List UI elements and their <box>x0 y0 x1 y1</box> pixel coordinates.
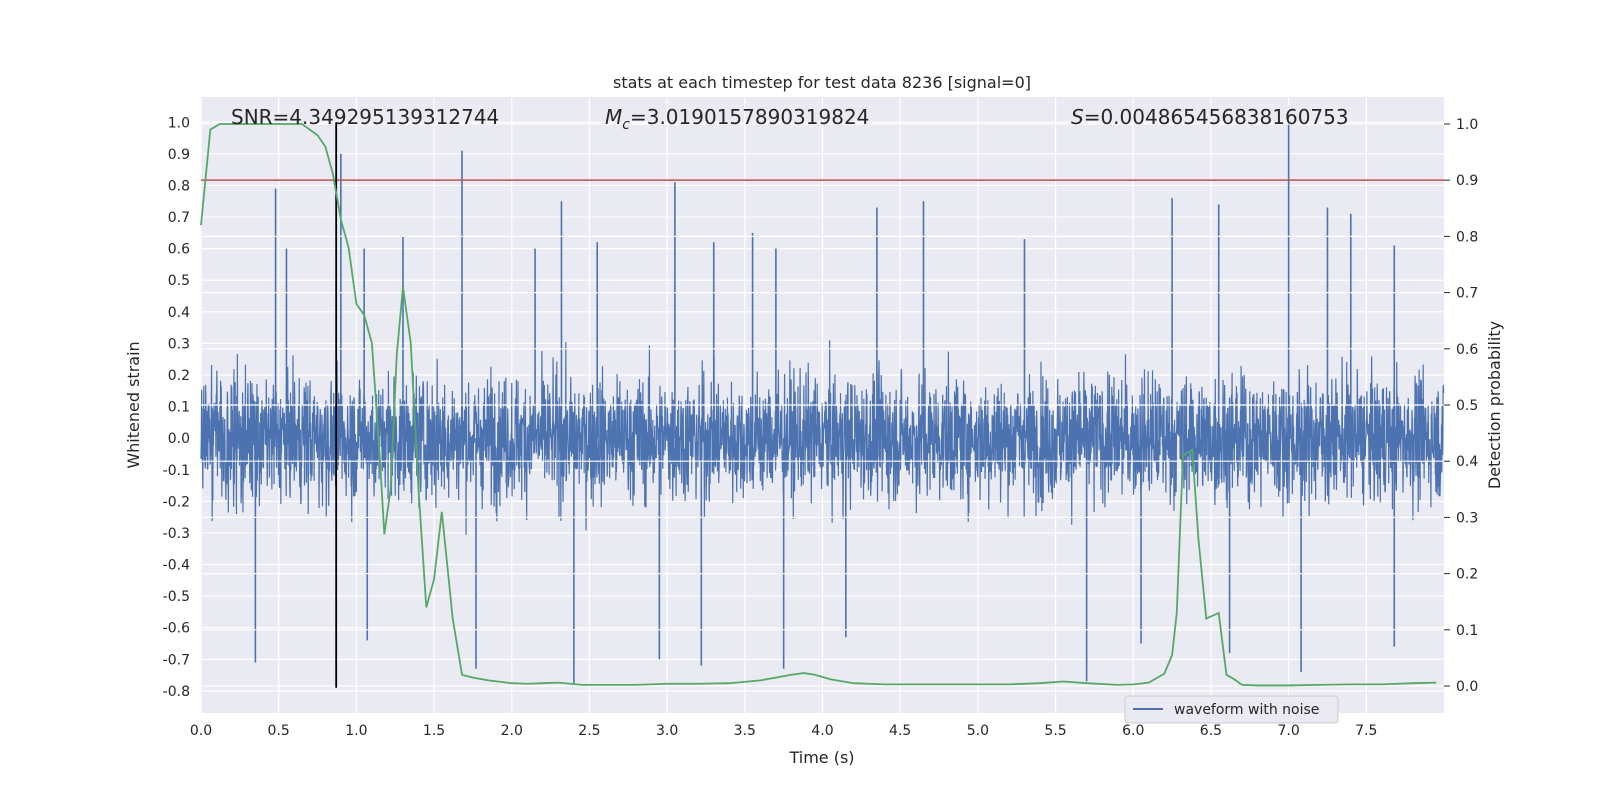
chirp-mass-symbol: M <box>605 105 622 129</box>
chart-title: stats at each timestep for test data 823… <box>613 73 1031 92</box>
legend-box <box>1124 695 1339 724</box>
s-annotation: S=0.004865456838160753 <box>1071 105 1349 129</box>
right-tick-label: 0.7 <box>1456 286 1478 302</box>
reference-lines <box>201 122 1444 688</box>
right-tick-label: 0.1 <box>1456 623 1478 639</box>
legend-entry: waveform with noise <box>1174 702 1319 718</box>
x-tick-label: 1.5 <box>423 723 445 739</box>
waveform-line <box>200 340 1445 535</box>
left-tick-label: -0.2 <box>163 494 190 510</box>
right-axis-ticks: 0.0 0.1 0.2 0.3 0.4 0.5 0.6 0.7 0.8 0.9 1.0 <box>1444 117 1478 695</box>
chirp-mass-annotation: Mc=3.0190157890319824 <box>605 105 869 133</box>
chirp-mass-subscript: c <box>622 117 630 133</box>
x-tick-label: 6.5 <box>1200 723 1222 739</box>
x-tick-label: 4.0 <box>811 723 833 739</box>
left-axis-label: Whitened strain <box>124 341 143 468</box>
detection-probability-line <box>200 123 1437 687</box>
left-tick-label: -0.8 <box>163 684 190 700</box>
left-tick-label: 0.0 <box>168 431 190 447</box>
left-tick-label: 0.1 <box>168 400 190 416</box>
right-tick-label: 0.3 <box>1456 510 1478 526</box>
x-tick-label: 5.0 <box>967 723 989 739</box>
snr-annotation: SNR=4.349295139312744 <box>231 105 499 129</box>
right-tick-label: 0.2 <box>1456 567 1478 583</box>
left-tick-label: 0.6 <box>168 242 190 258</box>
s-symbol: S <box>1071 105 1084 129</box>
x-tick-label: 1.0 <box>345 723 367 739</box>
s-value: =0.004865456838160753 <box>1084 105 1349 129</box>
waveform-series <box>200 122 1445 685</box>
left-tick-label: 0.7 <box>168 210 190 226</box>
right-tick-label: 0.8 <box>1456 229 1478 245</box>
left-tick-label: -0.7 <box>163 652 190 668</box>
legend: waveform with noise <box>1124 695 1339 724</box>
chirp-mass-value: =3.0190157890319824 <box>630 105 869 129</box>
waveform-spikes <box>254 122 1396 685</box>
left-tick-label: 0.9 <box>168 147 190 163</box>
right-tick-label: 0.5 <box>1456 398 1478 414</box>
x-tick-label: 3.0 <box>656 723 678 739</box>
left-tick-label: -0.5 <box>163 589 190 605</box>
left-tick-label: -0.4 <box>163 558 190 574</box>
right-tick-label: 0.0 <box>1456 679 1478 695</box>
x-axis-ticks: 0.0 0.5 1.0 1.5 2.0 2.5 3.0 3.5 4.0 4.5 5.0 5.5 6.0 6… <box>190 723 1378 739</box>
left-tick-label: -0.6 <box>163 621 190 637</box>
left-tick-label: -0.1 <box>163 463 190 479</box>
x-axis-label: Time (s) <box>788 748 854 767</box>
x-tick-label: 5.5 <box>1044 723 1066 739</box>
left-tick-label: -0.3 <box>163 526 190 542</box>
probability-series <box>200 123 1437 687</box>
x-tick-label: 2.0 <box>501 723 523 739</box>
x-tick-label: 3.5 <box>734 723 756 739</box>
right-tick-label: 0.9 <box>1456 173 1478 189</box>
right-tick-label: 1.0 <box>1456 117 1478 133</box>
left-tick-label: 0.3 <box>168 336 190 352</box>
left-tick-label: 0.4 <box>168 305 190 321</box>
left-tick-label: 0.8 <box>168 178 190 194</box>
x-tick-label: 2.5 <box>578 723 600 739</box>
x-tick-label: 4.5 <box>889 723 911 739</box>
right-axis-label: Detection probability <box>1485 321 1504 489</box>
right-tick-label: 0.6 <box>1456 342 1478 358</box>
x-tick-label: 0.5 <box>268 723 290 739</box>
left-tick-label: 0.5 <box>168 273 190 289</box>
x-tick-label: 0.0 <box>190 723 212 739</box>
left-axis-ticks: -0.8 -0.7 -0.6 -0.5 -0.4 -0.3 -0.2 -0.1 0.0 0.1 0.… <box>163 115 190 700</box>
right-tick-label: 0.4 <box>1456 454 1478 470</box>
x-tick-label: 6.0 <box>1122 723 1144 739</box>
left-tick-label: 0.2 <box>168 368 190 384</box>
left-tick-label: 1.0 <box>168 115 190 131</box>
x-tick-label: 7.5 <box>1355 723 1377 739</box>
x-tick-label: 7.0 <box>1277 723 1299 739</box>
